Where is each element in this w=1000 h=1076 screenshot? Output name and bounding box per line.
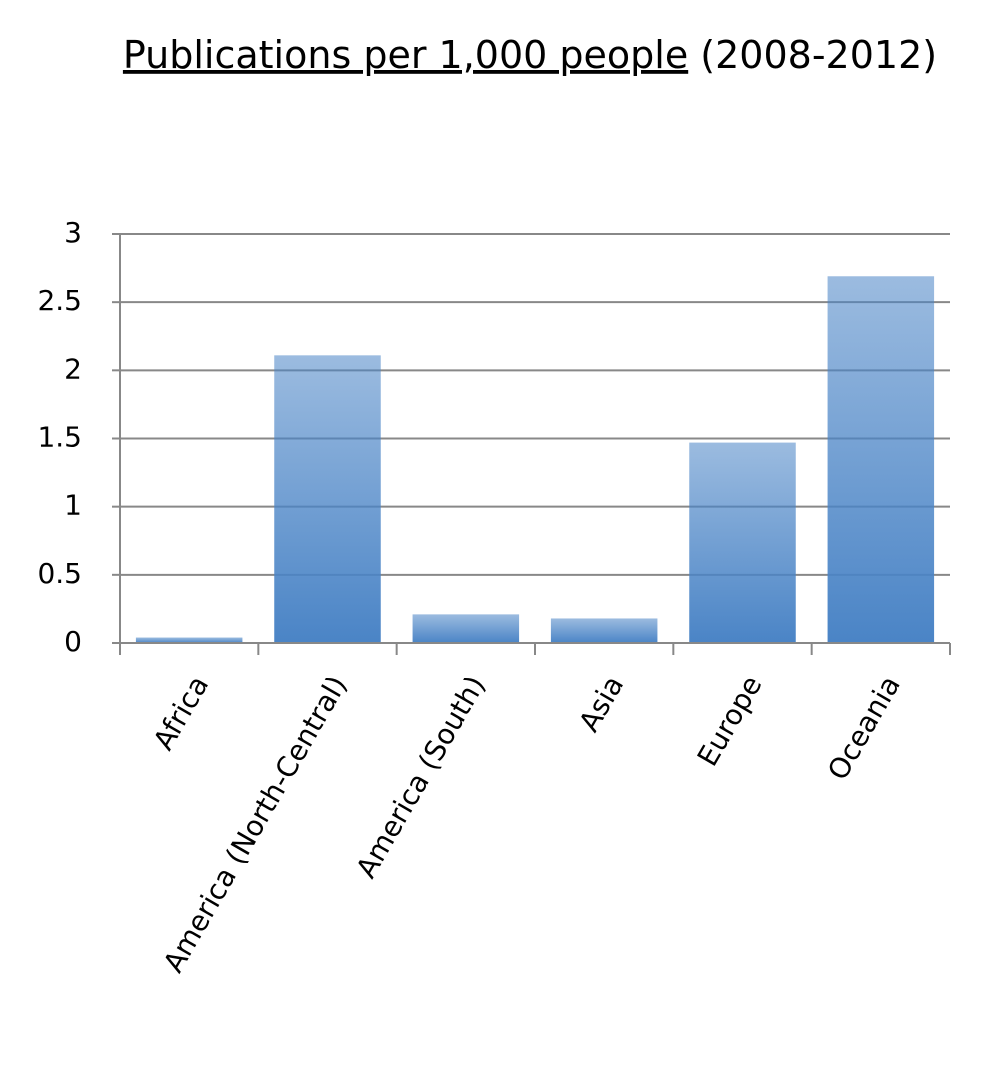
y-tick-label: 1.5 <box>37 421 82 454</box>
y-tick-label: 0.5 <box>37 557 82 590</box>
y-tick-label: 1 <box>64 489 82 522</box>
x-tick-label: America (South) <box>350 670 492 884</box>
bar <box>689 442 796 643</box>
bar <box>550 618 658 643</box>
title-period: (2008-2012) <box>700 33 937 77</box>
y-tick-label: 0 <box>64 625 82 658</box>
bar <box>274 355 381 643</box>
x-tick-label: Europe <box>691 670 769 772</box>
bar <box>412 614 520 643</box>
x-tick-label: Asia <box>572 670 630 737</box>
bar <box>827 276 935 643</box>
bar <box>135 637 243 643</box>
y-tick-label: 3 <box>64 216 82 249</box>
title-main: Publications per 1,000 people <box>123 33 688 77</box>
chart-title: Publications per 1,000 people (2008-2012… <box>123 33 937 77</box>
y-tick-label: 2 <box>64 352 82 385</box>
y-tick-label: 2.5 <box>37 284 82 317</box>
x-tick-label: Oceania <box>821 670 907 786</box>
x-tick-label: Africa <box>147 670 216 756</box>
